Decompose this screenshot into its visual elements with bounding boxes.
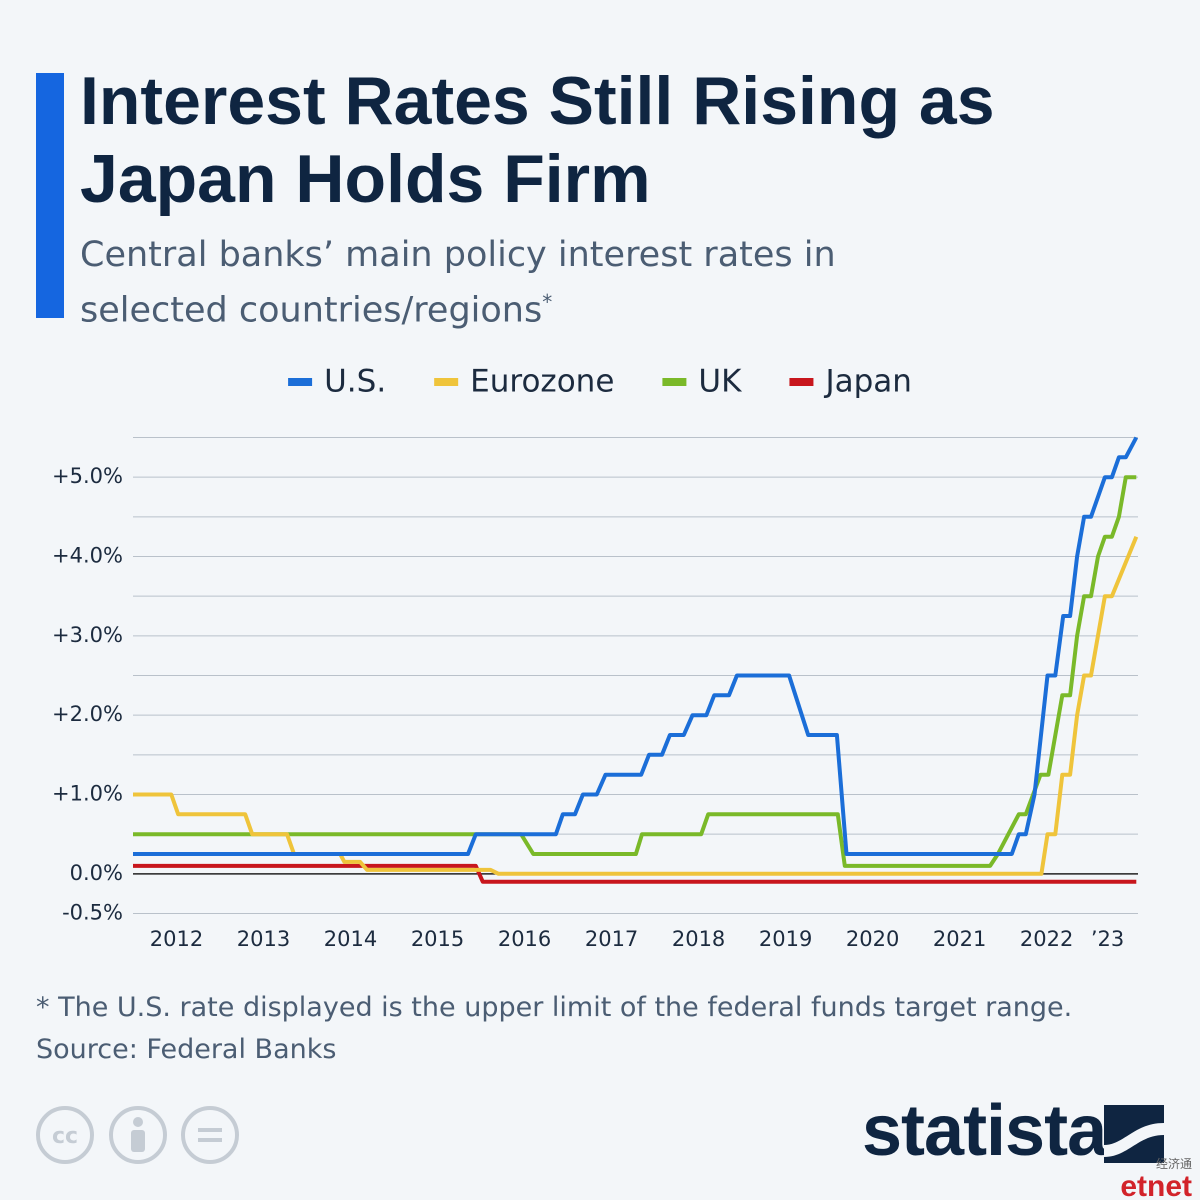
x-tick-label: 2015 (411, 927, 464, 951)
x-tick-label: 2013 (237, 927, 290, 951)
legend-label: Japan (823, 364, 911, 400)
icon-cc-text: cc (52, 1124, 78, 1149)
legend-label: Eurozone (470, 364, 614, 400)
watermark-cn: 经济通 (1155, 1157, 1192, 1171)
legend-swatch (434, 378, 459, 386)
icon-nd-bar (198, 1138, 222, 1142)
license-icons: cc (36, 1106, 239, 1164)
series-line (133, 436, 1139, 856)
legend-swatch (662, 378, 687, 386)
x-tick-label: 2016 (498, 927, 551, 951)
watermark: etnet (1120, 1170, 1192, 1200)
x-tick-label: 2022 (1020, 927, 1073, 951)
icon-nd (181, 1106, 239, 1164)
legend-label: UK (698, 364, 742, 400)
y-tick-label: -0.5% (62, 901, 123, 925)
icon-by (109, 1106, 167, 1164)
subtitle: Central banks’ main policy interest rate… (80, 232, 840, 335)
icon-by-head (133, 1117, 143, 1127)
legend-swatch (288, 378, 313, 386)
source: Source: Federal Banks (36, 1034, 337, 1065)
subtitle-mark: * (542, 290, 553, 314)
accent-bar (36, 73, 64, 318)
legend-swatch (789, 378, 814, 386)
x-tick-label: 2017 (585, 927, 638, 951)
brand-logo (1104, 1105, 1164, 1163)
x-tick-label: 2012 (150, 927, 203, 951)
brand: statista (862, 1091, 1107, 1171)
series-line (133, 863, 1137, 884)
logo-wave (1104, 1123, 1164, 1157)
chart: -0.5% 0.0% +1.0% +2.0% +3.0% +4.0% +5.0% 2012 20… (52, 364, 1139, 951)
series-line (133, 535, 1139, 876)
x-tick-label: 2018 (672, 927, 725, 951)
footnote: * The U.S. rate displayed is the upper l… (36, 992, 1073, 1023)
x-tick-label: ’23 (1091, 927, 1124, 951)
title: Interest Rates Still Rising as Japan Hol… (80, 63, 995, 217)
x-tick-label: 2019 (759, 927, 812, 951)
y-tick-label: +1.0% (52, 782, 123, 806)
y-tick-label: +5.0% (52, 464, 123, 488)
y-tick-label: 0.0% (70, 861, 123, 885)
legend-label: U.S. (324, 364, 386, 400)
icon-by-body (131, 1130, 145, 1152)
icon-nd-bar (198, 1128, 222, 1132)
x-tick-label: 2014 (324, 927, 377, 951)
icon-cc (36, 1106, 94, 1164)
series-line (133, 475, 1137, 868)
y-tick-label: +2.0% (52, 702, 123, 726)
x-tick-label: 2020 (846, 927, 899, 951)
y-tick-label: +4.0% (52, 544, 123, 568)
x-tick-label: 2021 (933, 927, 986, 951)
y-tick-label: +3.0% (52, 623, 123, 647)
subtitle-text: Central banks’ main policy interest rate… (80, 235, 836, 331)
